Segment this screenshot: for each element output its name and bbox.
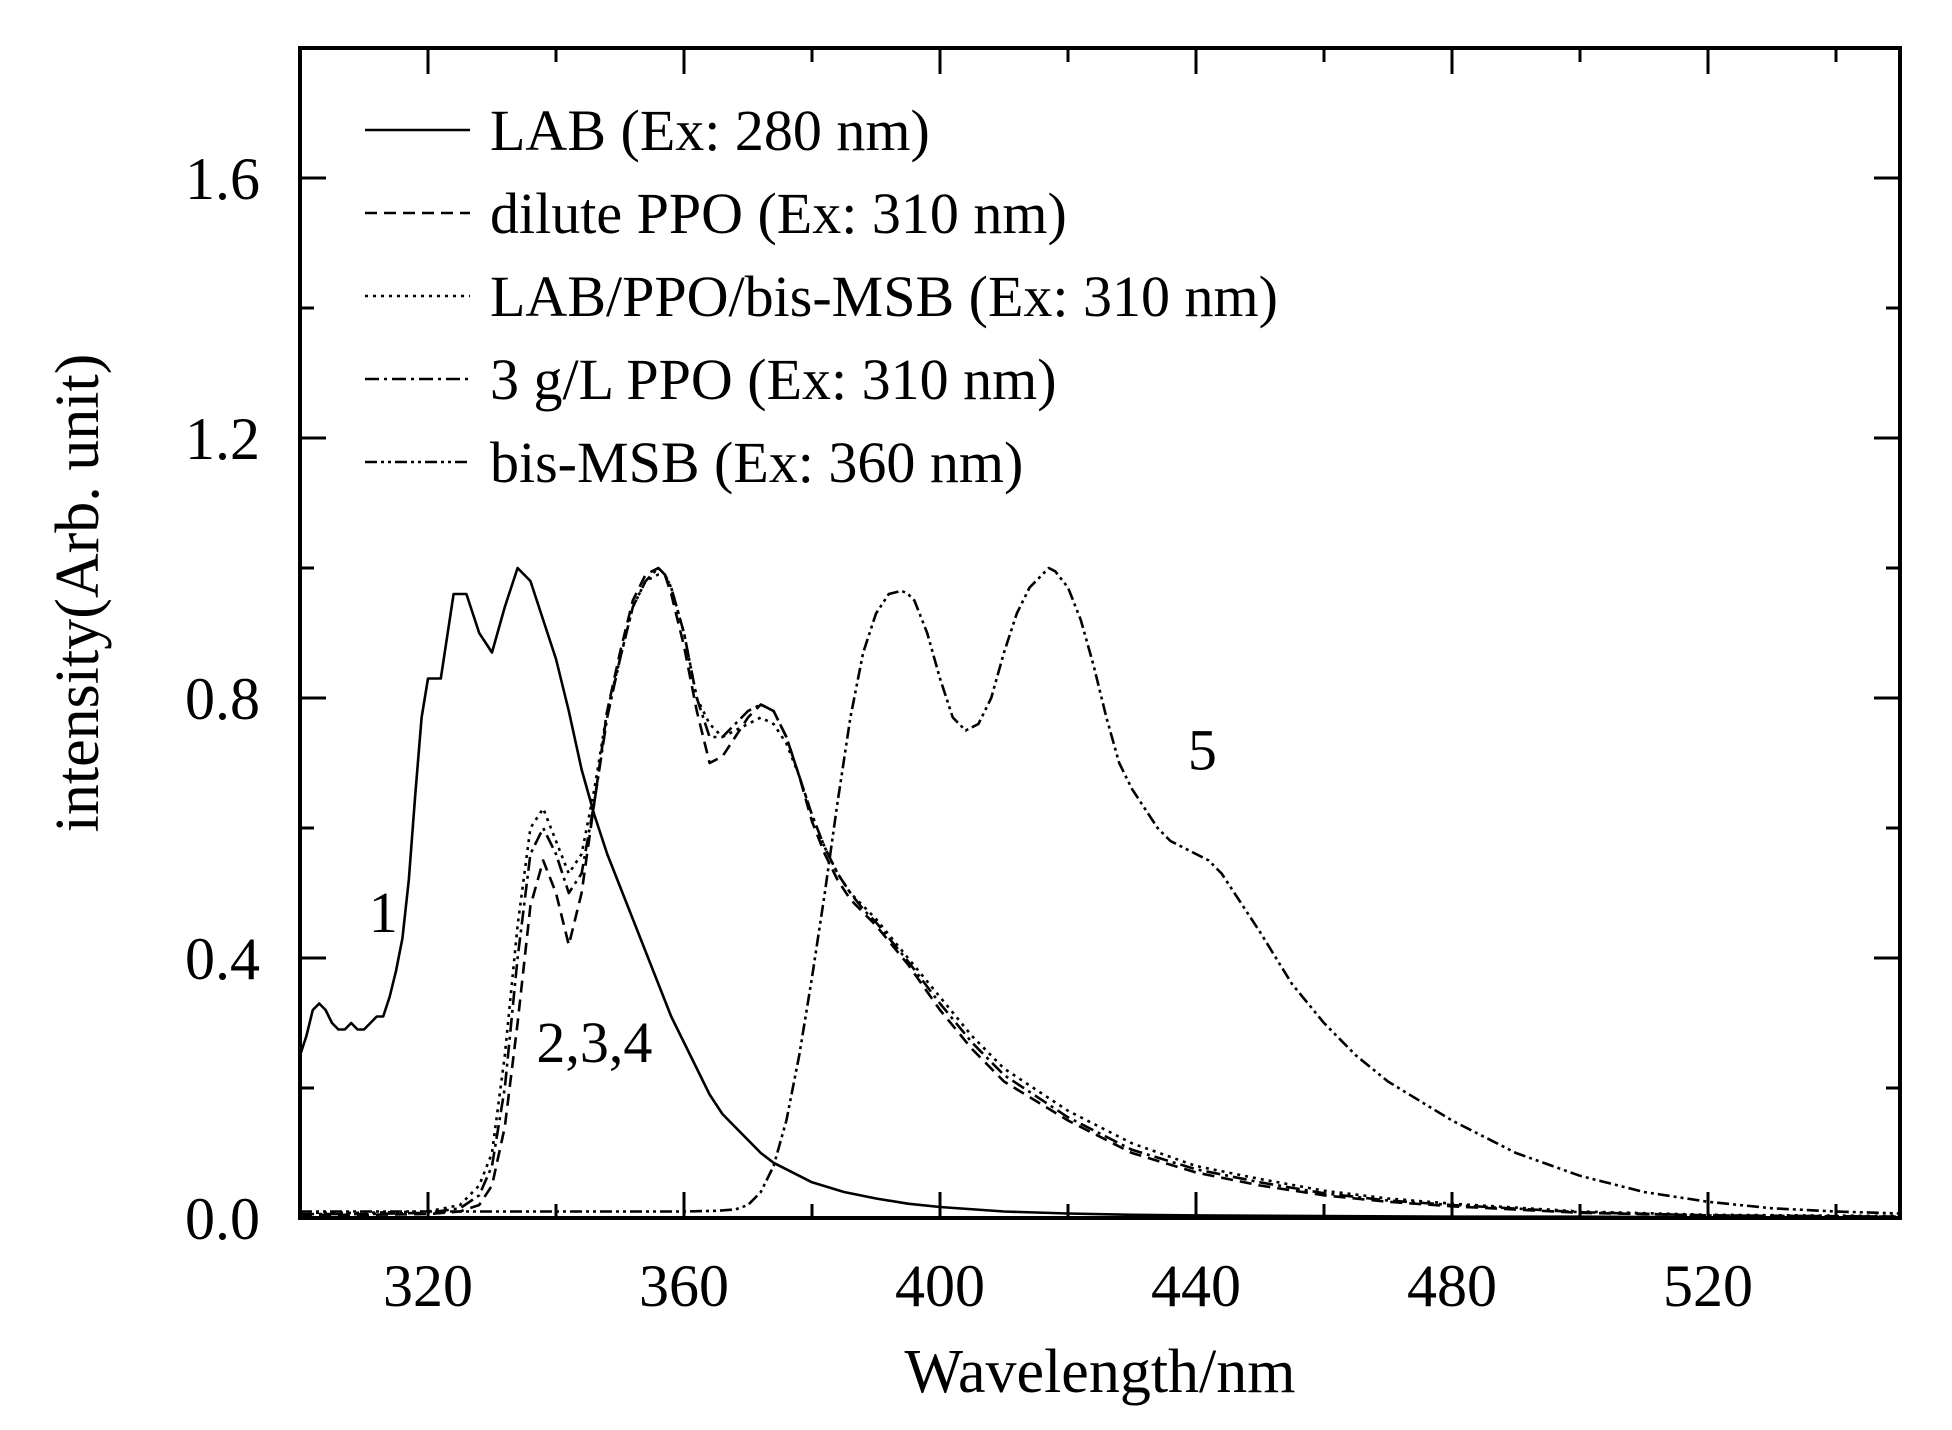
- x-tick-label: 400: [895, 1253, 985, 1319]
- legend-label-5: bis-MSB (Ex: 360 nm): [490, 430, 1023, 495]
- y-tick-label: 1.6: [185, 146, 260, 212]
- x-axis-title: Wavelength/nm: [904, 1338, 1295, 1406]
- legend-label-3: LAB/PPO/bis-MSB (Ex: 310 nm): [490, 264, 1278, 329]
- series-line-5: [300, 566, 1901, 1215]
- plot-frame: [298, 46, 1902, 1220]
- y-tick-label: 0.8: [185, 666, 260, 732]
- x-tick-label: 320: [383, 1253, 473, 1319]
- plot-area: [298, 566, 1901, 1219]
- x-tick-label: 480: [1407, 1253, 1497, 1319]
- curve-annotation-1: 1: [369, 880, 398, 945]
- series-line-2: [300, 566, 1901, 1218]
- curve-annotations: 1 2,3,4 5: [369, 718, 1217, 1076]
- curve-annotation-3: 5: [1188, 718, 1217, 783]
- y-tick-label: 0.0: [185, 1186, 260, 1252]
- legend-label-4: 3 g/L PPO (Ex: 310 nm): [490, 347, 1057, 412]
- series-line-4: [300, 566, 1901, 1218]
- series-line-1: [298, 566, 1900, 1219]
- legend-label-2: dilute PPO (Ex: 310 nm): [490, 181, 1067, 246]
- legend-label-1: LAB (Ex: 280 nm): [490, 98, 930, 163]
- x-tick-label: 520: [1663, 1253, 1753, 1319]
- y-axis-title: intensity(Arb. unit): [44, 354, 112, 833]
- tick-labels: 320 360 400 440 480 520 0.0 0.4 0.8 1.2 1.6: [185, 146, 1753, 1319]
- series-line-3: [300, 573, 1901, 1218]
- axis-ticks: [300, 48, 1900, 1220]
- curve-annotation-2: 2,3,4: [536, 1010, 652, 1075]
- x-tick-label: 440: [1151, 1253, 1241, 1319]
- legend: LAB (Ex: 280 nm) dilute PPO (Ex: 310 nm) L…: [365, 98, 1278, 495]
- y-tick-label: 1.2: [185, 406, 260, 472]
- x-tick-label: 360: [639, 1253, 729, 1319]
- y-tick-label: 0.4: [185, 926, 260, 992]
